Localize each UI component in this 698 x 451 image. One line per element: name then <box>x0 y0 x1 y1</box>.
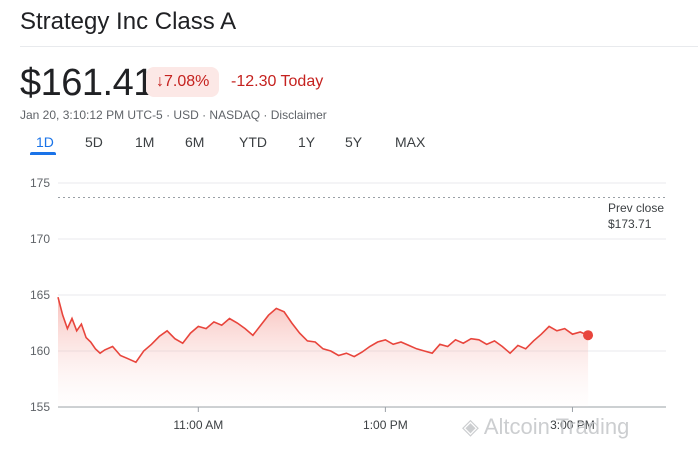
current-price: $161.41 <box>20 62 154 104</box>
y-tick-label: 155 <box>30 400 50 414</box>
price-line <box>57 296 589 364</box>
change-today: -12.30 Today <box>231 73 324 90</box>
change-percent-badge: ↓7.08% <box>146 67 220 97</box>
x-tick-label: 3:00 PM <box>550 418 595 432</box>
tab-1m[interactable]: 1M <box>135 134 155 150</box>
page-title: Strategy Inc Class A <box>20 8 237 35</box>
y-tick-label: 160 <box>30 344 50 358</box>
tab-5d[interactable]: 5D <box>85 134 103 150</box>
current-price-marker <box>583 330 594 341</box>
tab-5y[interactable]: 5Y <box>345 134 363 150</box>
y-tick-label: 170 <box>30 232 50 246</box>
watermark: ◈ Altcoin Trading <box>462 414 629 440</box>
divider <box>20 46 698 47</box>
tab-max[interactable]: MAX <box>395 134 426 150</box>
arrow-down-icon: ↓ <box>156 73 164 90</box>
tab-1y[interactable]: 1Y <box>298 134 316 150</box>
quote-meta: Jan 20, 3:10:12 PM UTC-5 · USD · NASDAQ … <box>20 108 327 122</box>
prev-close-value: $173.71 <box>608 217 652 231</box>
price-area-fill <box>58 297 589 407</box>
tab-6m[interactable]: 6M <box>185 134 205 150</box>
change-percent-value: 7.08% <box>164 73 210 90</box>
tab-ytd[interactable]: YTD <box>239 134 267 150</box>
x-tick-label: 1:00 PM <box>363 418 408 432</box>
watermark-text: Altcoin Trading <box>483 414 630 439</box>
y-tick-label: 165 <box>30 288 50 302</box>
x-tick-label: 11:00 AM <box>173 418 223 432</box>
active-tab-indicator <box>30 152 56 155</box>
tab-1d[interactable]: 1D <box>36 134 54 150</box>
y-tick-label: 175 <box>30 176 50 190</box>
prev-close-label: Prev close <box>608 201 664 215</box>
watermark-logo-icon: ◈ <box>462 414 479 439</box>
